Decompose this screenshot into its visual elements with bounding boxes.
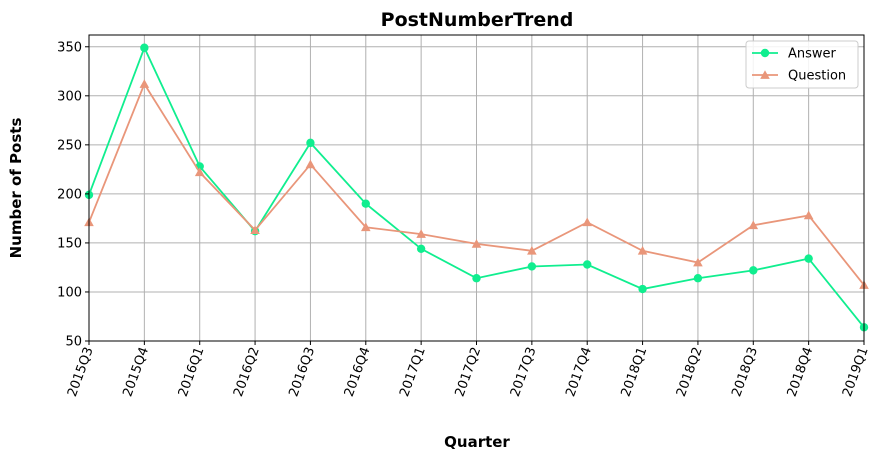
data-point-question [416, 229, 426, 238]
legend-marker-answer [760, 48, 770, 58]
x-tick-label: 2018Q3 [729, 345, 761, 399]
legend-label-answer: Answer [788, 47, 837, 62]
x-tick-label: 2017Q3 [508, 345, 540, 399]
data-point-question [693, 257, 703, 267]
data-point-answer [749, 266, 758, 275]
data-point-question [803, 210, 814, 220]
x-tick-label: 2015Q4 [120, 345, 152, 399]
legend-label-question: Question [788, 69, 846, 84]
x-tick-label: 2017Q4 [563, 345, 595, 399]
data-point-question [471, 239, 482, 248]
data-point-question [250, 225, 260, 235]
x-tick-label: 2016Q2 [231, 345, 263, 399]
data-point-answer [306, 138, 315, 148]
x-tick-label: 2018Q4 [785, 345, 817, 399]
legend: Answer Question [745, 40, 859, 89]
data-point-question [582, 217, 593, 227]
x-axis-label: Quarter [444, 433, 510, 451]
data-point-answer [638, 284, 647, 294]
data-point-answer [416, 244, 426, 254]
x-tick-label: 2015Q3 [65, 345, 97, 399]
legend-marker-question [760, 70, 770, 79]
x-tick-label: 2016Q3 [286, 345, 318, 399]
data-point-answer [804, 254, 813, 263]
data-point-question [748, 220, 759, 230]
y-axis-ticks: 50 100 150 200 250 300 350 [57, 40, 89, 350]
data-point-answer [693, 274, 703, 283]
x-axis-ticks: 2015Q3 2015Q4 2016Q1 2016Q2 2016Q3 2016Q4 2017… [65, 341, 872, 399]
y-tick-label: 200 [57, 187, 82, 202]
data-point-answer [361, 199, 370, 208]
y-axis-label: Number of Posts [7, 118, 25, 259]
x-tick-label: 2017Q1 [397, 345, 429, 399]
x-tick-label: 2018Q2 [674, 345, 706, 399]
chart-title: PostNumberTrend [381, 9, 574, 31]
data-point-answer [583, 260, 592, 269]
x-tick-label: 2016Q1 [176, 345, 208, 399]
y-tick-label: 150 [57, 236, 82, 251]
y-tick-label: 350 [57, 40, 82, 55]
y-tick-label: 100 [57, 285, 82, 300]
data-point-question [305, 159, 316, 169]
x-tick-label: 2016Q4 [342, 345, 374, 399]
x-tick-label: 2018Q1 [619, 345, 651, 399]
y-tick-label: 250 [57, 138, 82, 153]
data-point-answer [140, 43, 149, 52]
y-tick-label: 300 [57, 89, 82, 104]
series-question [84, 79, 869, 289]
x-tick-label: 2017Q2 [453, 345, 485, 399]
series-layer [84, 43, 869, 332]
data-point-question [139, 79, 150, 88]
data-point-question [194, 167, 205, 177]
data-point-question [360, 222, 371, 232]
data-point-answer [527, 262, 537, 271]
data-point-question [527, 245, 537, 255]
data-point-answer [472, 274, 481, 283]
y-tick-label: 50 [65, 335, 82, 350]
x-tick-label: 2019Q1 [840, 345, 872, 399]
data-point-question [637, 245, 648, 255]
